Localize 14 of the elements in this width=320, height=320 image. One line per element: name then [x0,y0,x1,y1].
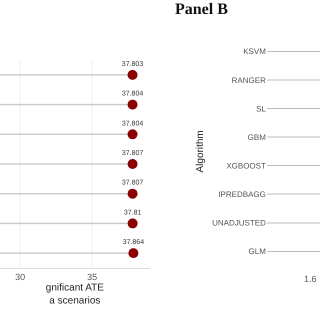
category-label: SL [256,104,266,114]
x-axis-title: gnificant ATE a scenarios [46,282,104,306]
x-tick-label: 30 [15,272,26,282]
category-label: IPREDBAGG [218,190,266,199]
category-label: RANGER [232,76,266,85]
category-label: GBM [248,132,266,142]
category-label: UNADJUSTED [212,218,266,228]
text: Algorithm [195,130,206,172]
text: Panel B [175,1,228,18]
category-label: KSVM [243,47,266,56]
category-label: GLM [248,247,266,256]
text: 1.6 [304,274,317,284]
x-tick-label: 35 [87,272,98,282]
category-label: XGBOOST [226,161,266,170]
